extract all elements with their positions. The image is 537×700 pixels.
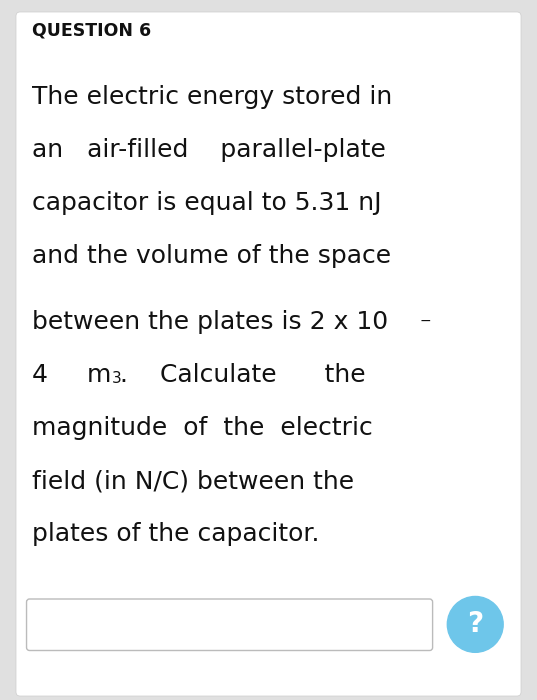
- Text: 3: 3: [112, 371, 122, 386]
- Text: magnitude  of  the  electric: magnitude of the electric: [32, 416, 373, 440]
- Text: .    Calculate      the: . Calculate the: [120, 363, 366, 387]
- Text: field (in N/C) between the: field (in N/C) between the: [32, 469, 354, 493]
- Text: and the volume of the space: and the volume of the space: [32, 244, 391, 268]
- Text: m: m: [87, 363, 111, 387]
- FancyBboxPatch shape: [16, 12, 521, 696]
- Text: plates of the capacitor.: plates of the capacitor.: [32, 522, 320, 546]
- FancyBboxPatch shape: [26, 599, 433, 650]
- Text: ?: ?: [467, 610, 483, 638]
- Text: QUESTION 6: QUESTION 6: [32, 22, 151, 40]
- Circle shape: [447, 596, 503, 652]
- Text: 4: 4: [32, 363, 48, 387]
- Text: between the plates is 2 x 10: between the plates is 2 x 10: [32, 310, 388, 334]
- Text: −: −: [420, 314, 432, 328]
- Text: The electric energy stored in: The electric energy stored in: [32, 85, 392, 109]
- Text: capacitor is equal to 5.31 nJ: capacitor is equal to 5.31 nJ: [32, 191, 382, 215]
- Text: an   air-filled    parallel-plate: an air-filled parallel-plate: [32, 138, 386, 162]
